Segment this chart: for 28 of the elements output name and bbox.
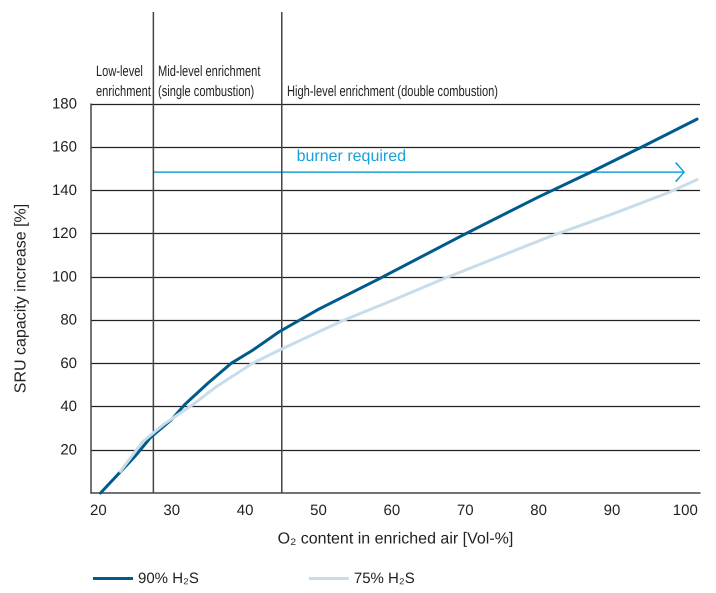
y-tick-label: 60 <box>60 354 77 372</box>
y-axis-title: SRU capacity increase [%] <box>12 204 30 394</box>
legend-label: 75% H₂S <box>354 570 415 587</box>
y-tick-label: 80 <box>60 312 77 329</box>
text: Low-level enrichment <box>96 62 151 102</box>
y-tick-label: 20 <box>60 441 77 458</box>
x-tick-label: 80 <box>530 502 547 519</box>
text: Mid-level enrichment (single combustion) <box>158 62 262 102</box>
x-tick-label: 30 <box>163 502 180 519</box>
text: High-level enrichment (double combustion) <box>286 82 499 102</box>
x-tick-label: 70 <box>456 502 474 519</box>
y-tick-label: 140 <box>52 182 77 199</box>
y-tick-label: 100 <box>52 268 77 286</box>
x-tick-label: 50 <box>310 502 327 519</box>
y-tick-label: 180 <box>52 96 77 112</box>
x-tick-label: 60 <box>383 502 400 519</box>
legend-label: 90% H₂S <box>138 570 199 587</box>
line-series <box>99 118 699 494</box>
x-tick-label: 20 <box>90 502 107 519</box>
annotation: burner required <box>296 148 406 166</box>
x-tick-label: 40 <box>236 502 254 519</box>
x-tick-label: 90 <box>604 502 620 519</box>
y-tick-label: 160 <box>52 138 77 156</box>
y-tick-label: 120 <box>52 225 77 242</box>
x-axis-title: O₂ content in enriched air [Vol-%] <box>278 530 514 548</box>
x-tick-label: 100 <box>672 502 698 519</box>
y-tick-label: 40 <box>60 398 77 416</box>
line-series <box>118 178 699 473</box>
